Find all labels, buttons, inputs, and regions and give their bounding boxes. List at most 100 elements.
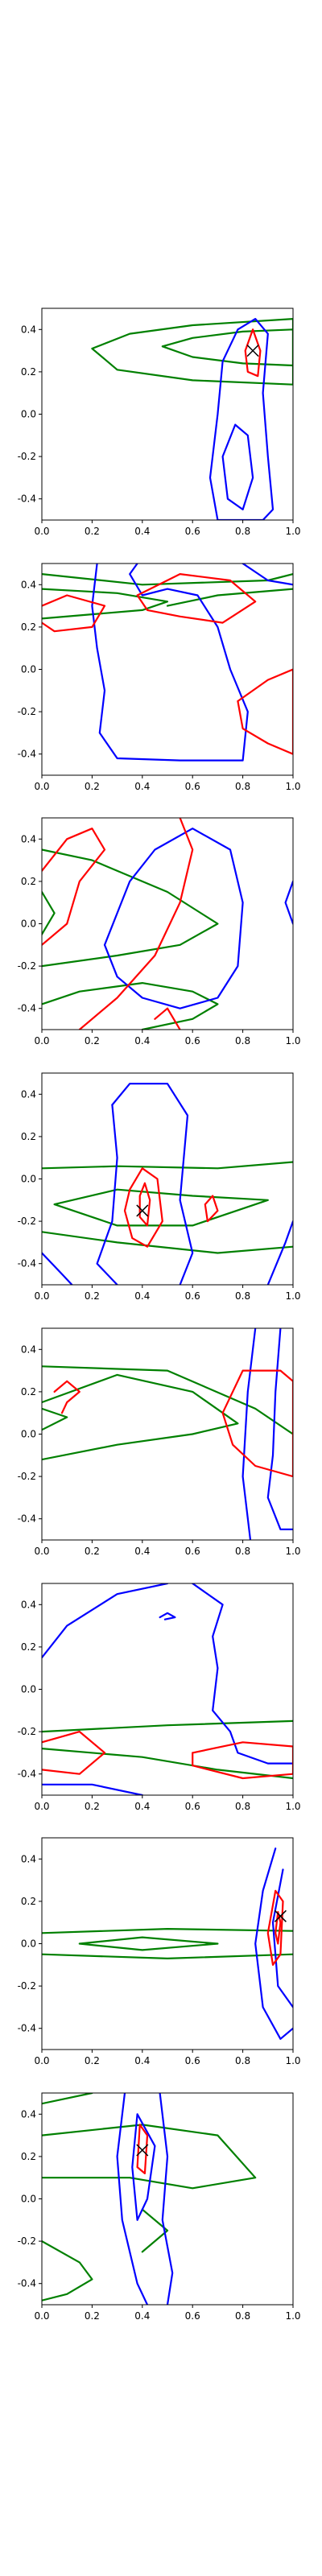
y-tick-label: -0.2 [18, 451, 36, 462]
y-tick-label: -0.2 [18, 706, 36, 717]
y-tick-label: -0.2 [18, 1726, 36, 1737]
blue-contour-5 [192, 1583, 293, 1765]
x-tick-label: 0.8 [235, 2310, 250, 2322]
x-tick-label: 0.6 [185, 2310, 200, 2322]
x-tick-label: 0.4 [134, 1546, 150, 1557]
contour-lines [42, 1083, 293, 1285]
contour-lines [42, 564, 293, 762]
contour-panel-7: 0.0 0.2 0.4 0.6 0.8 1.0 0.4 0.2 0.0 -0.2 -0.4 [18, 1837, 301, 2066]
cross-marker [136, 1204, 149, 1217]
contour-lines [91, 318, 293, 520]
cross-marker [246, 345, 259, 357]
x-tick-label: 1.0 [285, 1035, 300, 1046]
x-tick-label: 0.2 [85, 1290, 100, 1302]
y-tick-label: 0.4 [21, 324, 36, 335]
y-tick-label: 0.2 [21, 1131, 36, 1142]
green-contour-2 [42, 1748, 293, 1780]
x-tick-label: 0.2 [85, 781, 100, 792]
y-tick-label: 0.0 [21, 2194, 36, 2205]
contour-lines [42, 1847, 293, 2040]
y-tick-label: 0.4 [21, 1088, 36, 1100]
y-tick-label: 0.2 [21, 1641, 36, 1653]
plot-frame [41, 1072, 294, 1286]
x-tick-label: 0.0 [34, 526, 49, 537]
x-tick-label: 0.2 [85, 1035, 100, 1046]
contour-panel-3: 0.0 0.2 0.4 0.6 0.8 1.0 0.4 0.2 0.0 -0.2 -0.4 [18, 817, 301, 1046]
y-tick-label: 0.0 [21, 409, 36, 420]
blue-contour-4 [91, 564, 249, 762]
y-tick-label: -0.4 [18, 493, 36, 505]
plot-frame [41, 817, 294, 1030]
green-contour-1 [91, 318, 293, 386]
red-contour-7 [78, 818, 194, 1030]
y-tick-label: 0.0 [21, 919, 36, 930]
y-tick-label: -0.4 [18, 1003, 36, 1014]
contour-panel-2: 0.0 0.2 0.4 0.6 0.8 1.0 0.4 0.2 0.0 -0.2 -0.4 [18, 563, 301, 792]
x-tick-label: 1.0 [285, 1801, 300, 1812]
green-contour-2 [42, 1953, 293, 1959]
red-contour-6 [53, 1380, 80, 1414]
x-tick-label: 0.4 [134, 1801, 150, 1812]
y-tick-label: -0.2 [18, 960, 36, 972]
red-contour-9 [138, 1182, 151, 1227]
contour-lines [42, 818, 293, 1030]
green-contour-3 [78, 1936, 219, 1951]
red-contour-8 [123, 1167, 163, 1248]
blue-contour-4 [242, 1328, 257, 1540]
x-tick-label: 0.2 [85, 526, 100, 537]
y-tick-label: 0.4 [21, 1344, 36, 1355]
green-contour-4 [141, 2208, 169, 2253]
blue-contour-5 [284, 880, 293, 925]
green-contour-1 [42, 573, 293, 586]
x-tick-label: 0.6 [185, 2055, 200, 2066]
x-tick-label: 1.0 [285, 781, 300, 792]
red-contour-7 [136, 573, 257, 624]
y-tick-label: -0.2 [18, 1216, 36, 1227]
green-contour-2 [42, 1231, 293, 1254]
x-tick-label: 0.6 [185, 1546, 200, 1557]
x-tick-label: 0.8 [235, 1801, 250, 1812]
plot-frame [41, 2092, 294, 2306]
x-tick-label: 0.8 [235, 1035, 250, 1046]
y-tick-label: 0.4 [21, 833, 36, 844]
y-tick-label: -0.4 [18, 1769, 36, 1780]
y-tick-label: -0.4 [18, 1513, 36, 1525]
red-contour-7 [275, 1911, 282, 1945]
green-contour-2 [42, 588, 169, 620]
red-contour-8 [154, 1007, 181, 1030]
x-tick-label: 0.8 [235, 781, 250, 792]
green-contour-2 [161, 328, 293, 367]
green-contour-3 [166, 588, 293, 607]
x-tick-label: 0.2 [85, 1546, 100, 1557]
y-tick-label: 0.0 [21, 1429, 36, 1440]
green-contour-1 [42, 1373, 239, 1461]
blue-contour-4 [111, 1083, 194, 1285]
x-tick-label: 0.6 [185, 526, 200, 537]
x-tick-label: 0.6 [185, 1801, 200, 1812]
y-tick-label: -0.4 [18, 1258, 36, 1269]
blue-contour-4 [103, 828, 244, 1009]
blue-contour-5 [242, 564, 293, 586]
contour-panel-4: 0.0 0.2 0.4 0.6 0.8 1.0 0.4 0.2 0.0 -0.2 -0.4 [18, 1072, 301, 1302]
red-contour-7 [221, 1369, 293, 1478]
x-tick-label: 0.0 [34, 2310, 49, 2322]
y-tick-label: 0.2 [21, 366, 36, 378]
x-tick-label: 0.8 [235, 1290, 250, 1302]
red-contour-10 [204, 1195, 219, 1223]
y-tick-label: -0.4 [18, 749, 36, 760]
x-tick-label: 0.4 [134, 1290, 150, 1302]
x-tick-label: 0.2 [85, 2310, 100, 2322]
green-contour-1 [42, 1928, 293, 1934]
x-tick-label: 0.0 [34, 2055, 49, 2066]
contour-panel-5: 0.0 0.2 0.4 0.6 0.8 1.0 0.4 0.2 0.0 -0.2 -0.4 [18, 1327, 301, 1557]
cross-marker [274, 1909, 287, 1922]
plot-frame [41, 563, 294, 776]
x-tick-label: 0.0 [34, 1801, 49, 1812]
red-contour-8 [237, 668, 293, 755]
red-contour-6 [42, 828, 106, 946]
contour-panel-8: 0.0 0.2 0.4 0.6 0.8 1.0 0.4 0.2 0.0 -0.2 -0.4 [18, 2092, 301, 2322]
green-contour-1 [42, 848, 219, 968]
x-tick-label: 0.8 [235, 2055, 250, 2066]
x-tick-label: 0.2 [85, 2055, 100, 2066]
